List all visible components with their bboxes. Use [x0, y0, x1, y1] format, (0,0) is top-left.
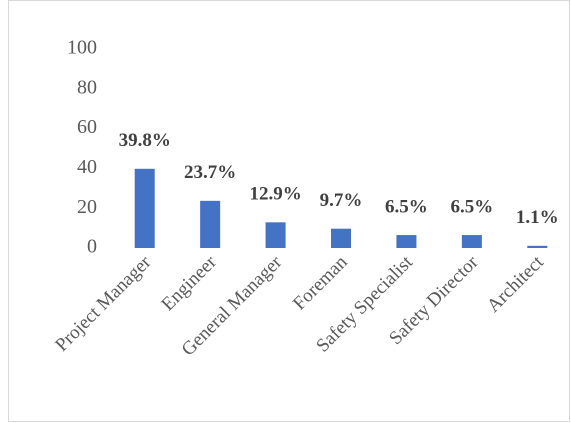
x-tick-label: Architect [483, 251, 548, 316]
bar [396, 235, 417, 248]
chart-border [8, 0, 570, 422]
bar [134, 168, 155, 248]
data-label: 6.5% [450, 196, 493, 217]
bar [265, 222, 286, 248]
data-label: 23.7% [184, 162, 236, 183]
data-label: 6.5% [385, 196, 428, 217]
x-tick-label: Engineer [157, 251, 221, 315]
bar [200, 200, 221, 248]
x-tick-label: Project Manager [51, 251, 155, 355]
y-tick-label: 40 [77, 156, 97, 178]
y-tick-label: 20 [77, 196, 97, 218]
bar [527, 245, 548, 248]
data-label: 39.8% [119, 130, 171, 151]
y-tick-label: 0 [87, 236, 97, 258]
data-label: 1.1% [516, 207, 559, 228]
data-label: 12.9% [249, 184, 301, 205]
y-tick-label: 60 [77, 116, 97, 138]
x-tick-label: Foreman [289, 251, 352, 314]
y-tick-label: 80 [77, 76, 97, 98]
bar [461, 235, 482, 248]
bar [331, 228, 351, 248]
data-label: 9.7% [320, 190, 363, 211]
y-tick-label: 100 [67, 37, 97, 59]
